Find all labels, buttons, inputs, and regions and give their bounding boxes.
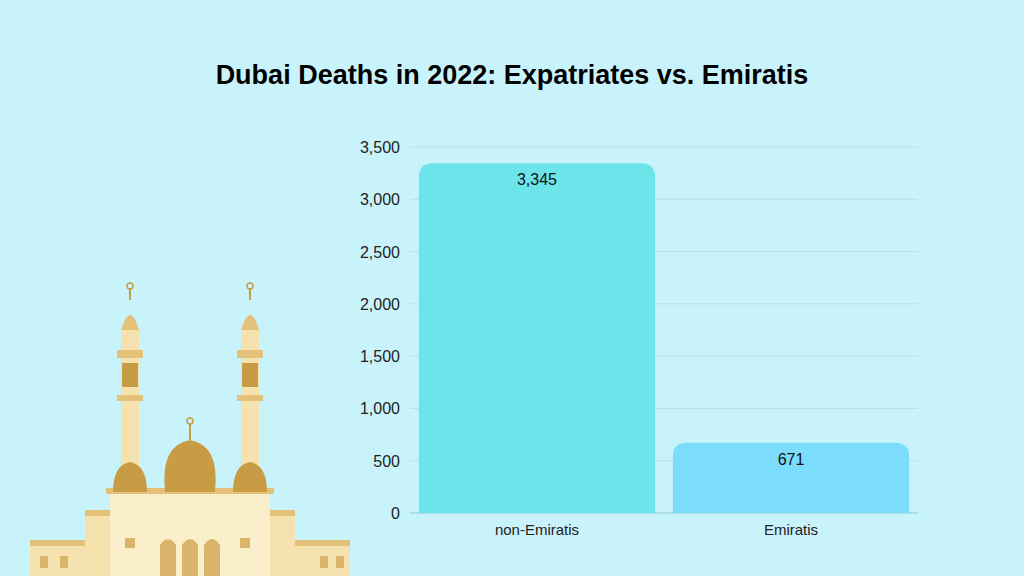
mosque-door xyxy=(204,539,220,576)
minaret-ring xyxy=(237,395,263,401)
minaret-ring xyxy=(117,350,143,358)
bar xyxy=(673,443,909,513)
background xyxy=(0,0,1024,576)
y-axis: 0 500 1,000 1,500 2,000 2,500 3,000 3,500 xyxy=(360,139,400,522)
dome-finial xyxy=(187,418,193,424)
mosque-door xyxy=(160,539,176,576)
chart-title: Dubai Deaths in 2022: Expatriates vs. Em… xyxy=(216,60,809,90)
x-tick-label: non-Emiratis xyxy=(495,521,579,538)
data-label: 671 xyxy=(778,451,805,468)
chart-canvas: Dubai Deaths in 2022: Expatriates vs. Em… xyxy=(0,0,1024,576)
minaret-ring xyxy=(237,350,263,358)
minaret-cap xyxy=(121,315,139,330)
mosque-window xyxy=(125,538,135,548)
mosque-window xyxy=(240,538,250,548)
small-dome xyxy=(233,462,267,492)
y-tick-label: 2,000 xyxy=(360,296,400,313)
y-tick-label: 3,500 xyxy=(360,139,400,156)
grid-line xyxy=(410,147,918,148)
dome-finial xyxy=(189,424,191,440)
labels: 3,345 non-Emiratis 671 Emiratis xyxy=(495,171,818,538)
bars xyxy=(419,163,909,513)
y-tick-label: 2,500 xyxy=(360,244,400,261)
minaret-lattice xyxy=(122,363,138,387)
mosque-hall xyxy=(110,492,270,576)
grid xyxy=(410,147,918,513)
y-tick-label: 1,000 xyxy=(360,400,400,417)
minaret-ring xyxy=(117,395,143,401)
y-tick-label: 1,500 xyxy=(360,348,400,365)
data-label: 3,345 xyxy=(517,171,557,188)
small-dome xyxy=(113,462,147,492)
y-tick-label: 500 xyxy=(373,453,400,470)
main-dome xyxy=(164,440,215,492)
minaret-finial xyxy=(247,283,253,289)
mosque-window xyxy=(60,556,68,568)
minaret-lattice xyxy=(242,363,258,387)
bar xyxy=(419,163,655,513)
y-tick-label: 0 xyxy=(391,505,400,522)
mosque-window xyxy=(40,556,48,568)
minaret-finial xyxy=(249,288,251,300)
mosque-window xyxy=(336,556,344,568)
mosque-window xyxy=(320,556,328,568)
minaret-cap xyxy=(241,315,259,330)
minaret-finial xyxy=(129,288,131,300)
mosque-door xyxy=(182,539,198,576)
x-tick-label: Emiratis xyxy=(764,521,818,538)
mosque-illustration xyxy=(30,283,350,576)
minaret-finial xyxy=(127,283,133,289)
y-tick-label: 3,000 xyxy=(360,191,400,208)
